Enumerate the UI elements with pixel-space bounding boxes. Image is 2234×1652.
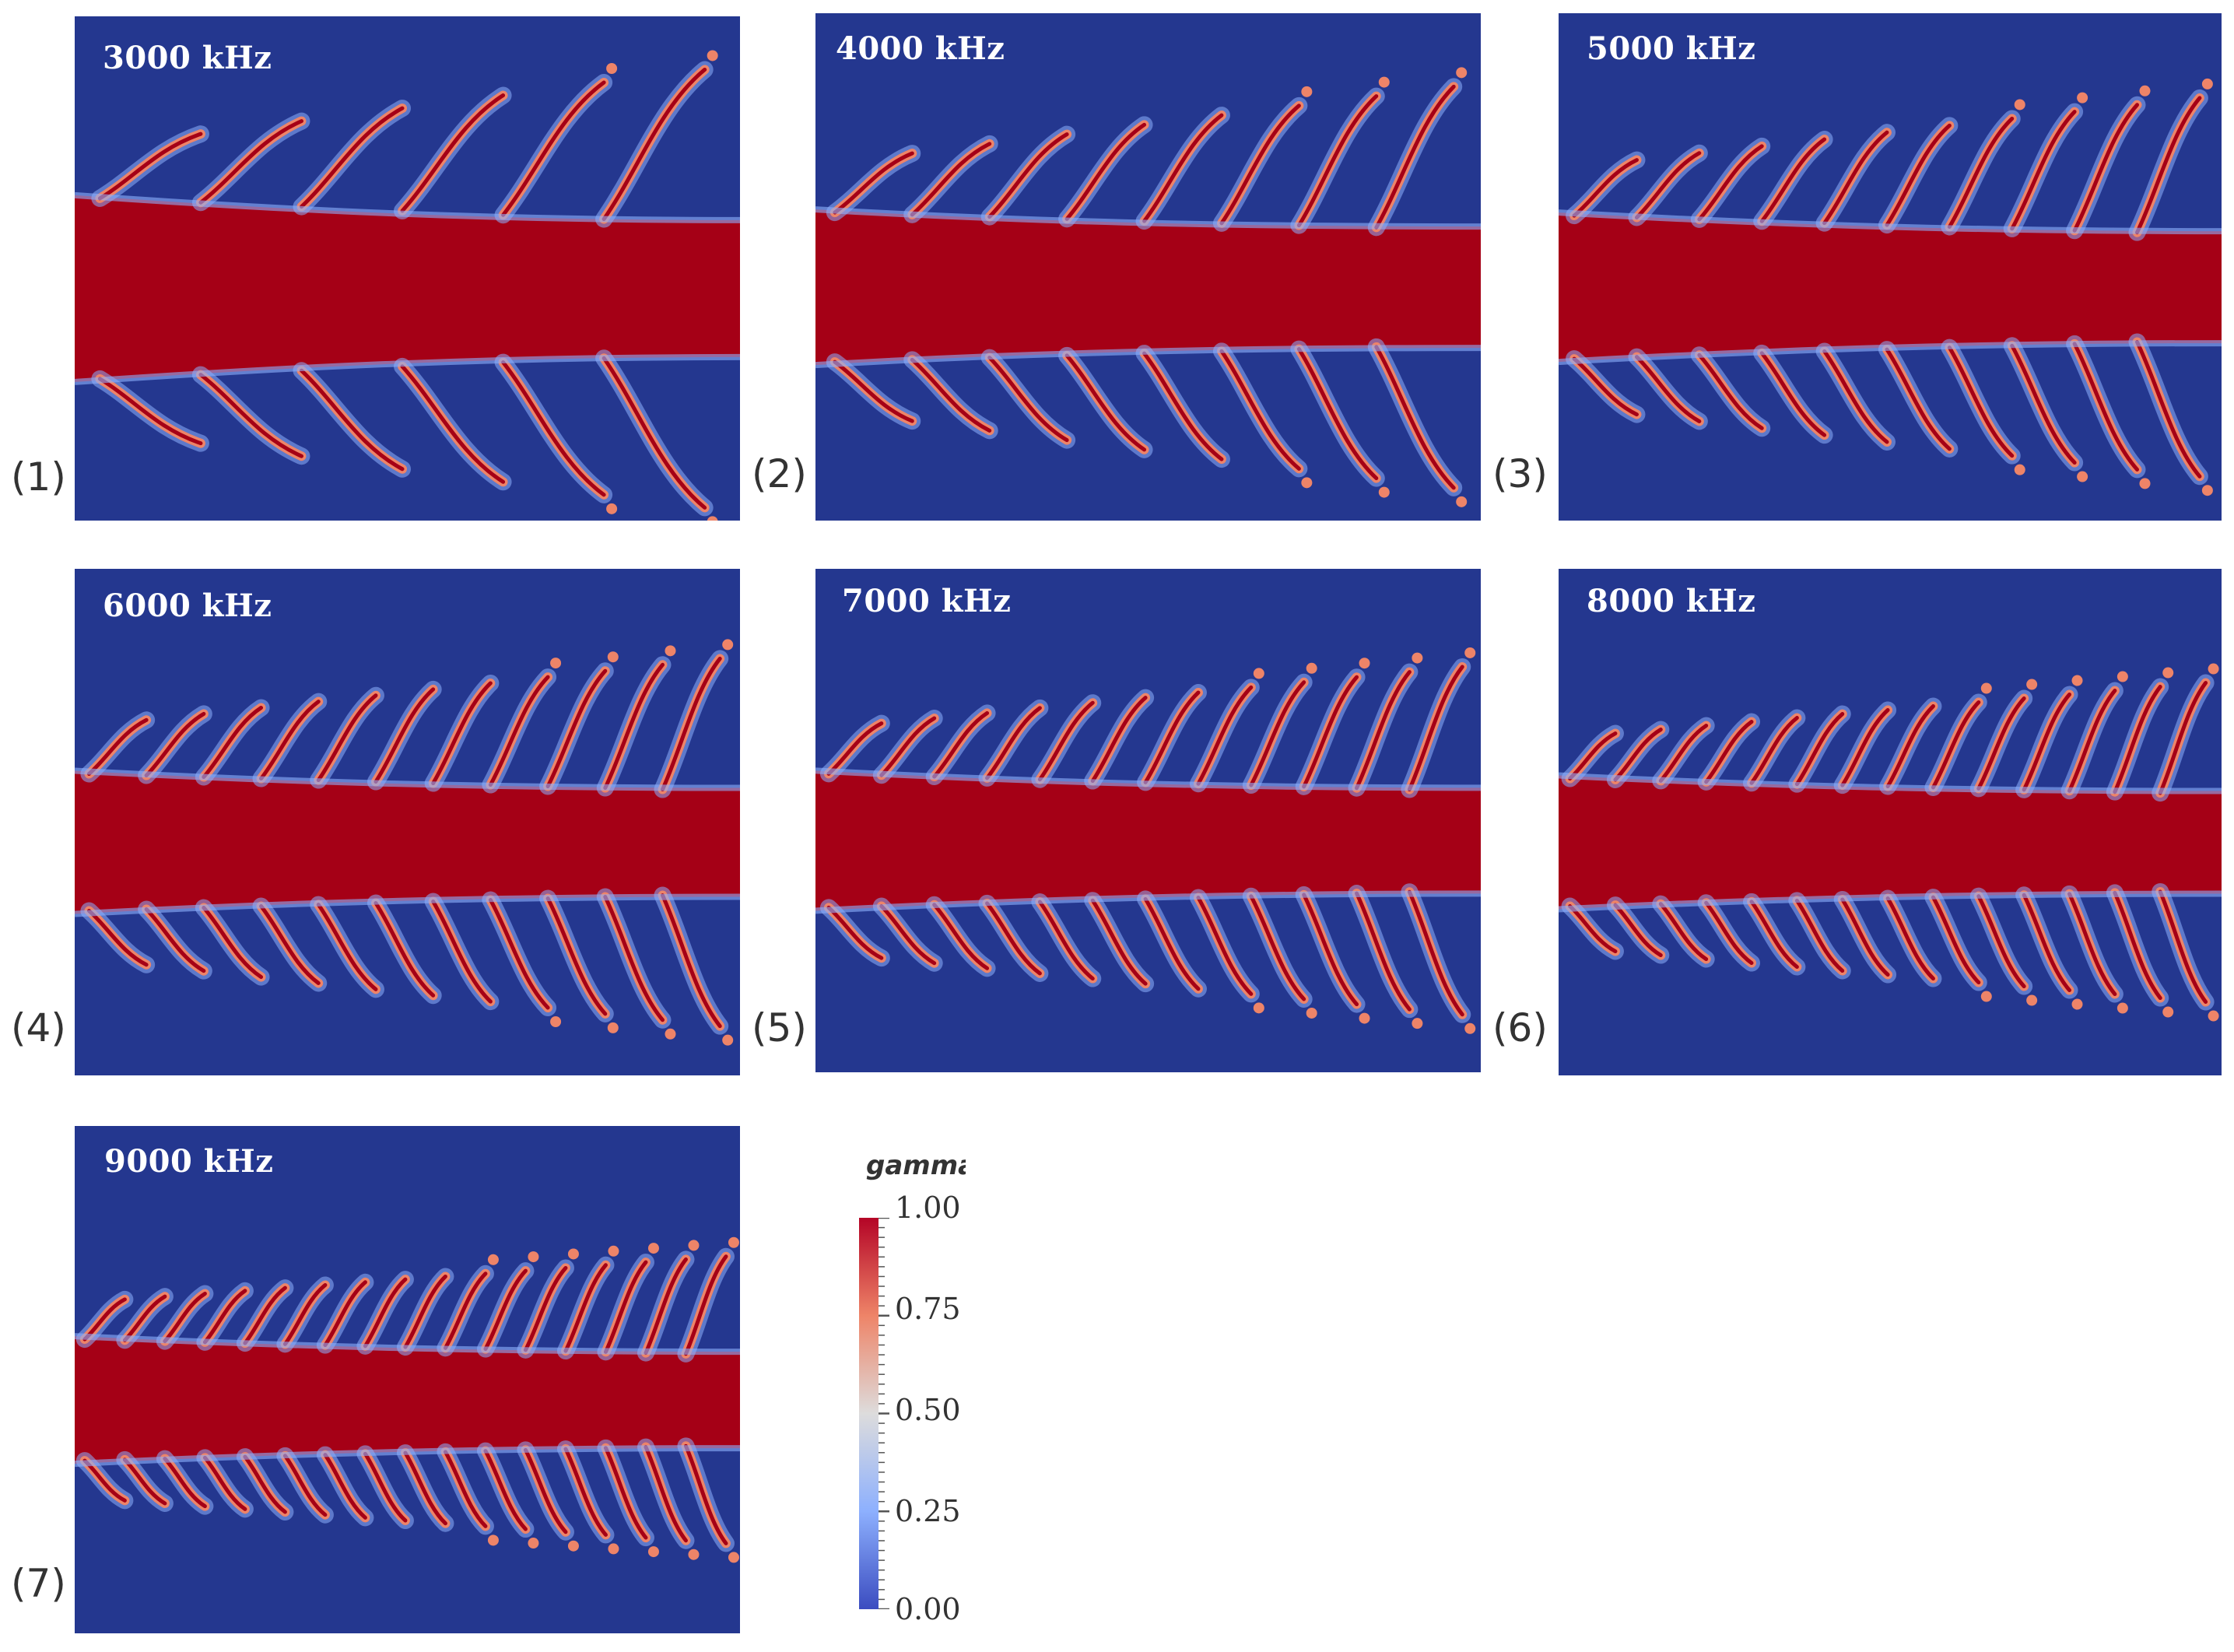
jet-field-7 [75,1236,740,1563]
frequency-label-7: 9000 kHz [104,1143,274,1180]
colorbar-tick-0-00: 0.00 [895,1592,961,1626]
panel-4: 6000 kHz [75,569,740,1075]
jet-field-5 [815,647,1481,1034]
panel-1: 3000 kHz [75,16,740,521]
colorbar-tick-0-75: 0.75 [895,1292,961,1326]
frequency-label-5: 7000 kHz [842,583,1012,619]
panel-index-3: (3) [1492,451,1548,496]
panel-index-6: (6) [1492,1005,1548,1050]
frequency-label-4: 6000 kHz [103,587,272,624]
panel-index-7: (7) [11,1561,66,1606]
jet-field-3 [1559,78,2222,496]
jet-field-1 [75,50,740,521]
colorbar-tick-0-25: 0.25 [895,1494,961,1528]
frequency-label-1: 3000 kHz [103,40,272,76]
jet-field-6 [1559,663,2222,1022]
jet-field-4 [75,639,740,1046]
panel-3: 5000 kHz [1559,13,2222,521]
jet-field-2 [815,67,1481,507]
frequency-label-3: 5000 kHz [1587,30,1756,67]
panel-index-4: (4) [11,1005,66,1050]
panel-7: 9000 kHz [75,1126,740,1633]
panel-6: 8000 kHz [1559,569,2222,1075]
panel-index-5: (5) [752,1005,807,1050]
panel-5: 7000 kHz [815,569,1481,1072]
panel-2: 4000 kHz [815,13,1481,521]
panel-index-1: (1) [11,454,66,500]
colorbar-gradient [859,1218,879,1609]
colorbar-title: gamma [866,1150,966,1181]
frequency-label-6: 8000 kHz [1587,583,1756,619]
colorbar-tick-1-00: 1.00 [895,1191,961,1225]
colorbar-ticks [879,1218,889,1609]
panel-index-2: (2) [752,451,807,496]
colorbar-tick-0-50: 0.50 [895,1393,961,1427]
frequency-label-2: 4000 kHz [836,30,1005,67]
